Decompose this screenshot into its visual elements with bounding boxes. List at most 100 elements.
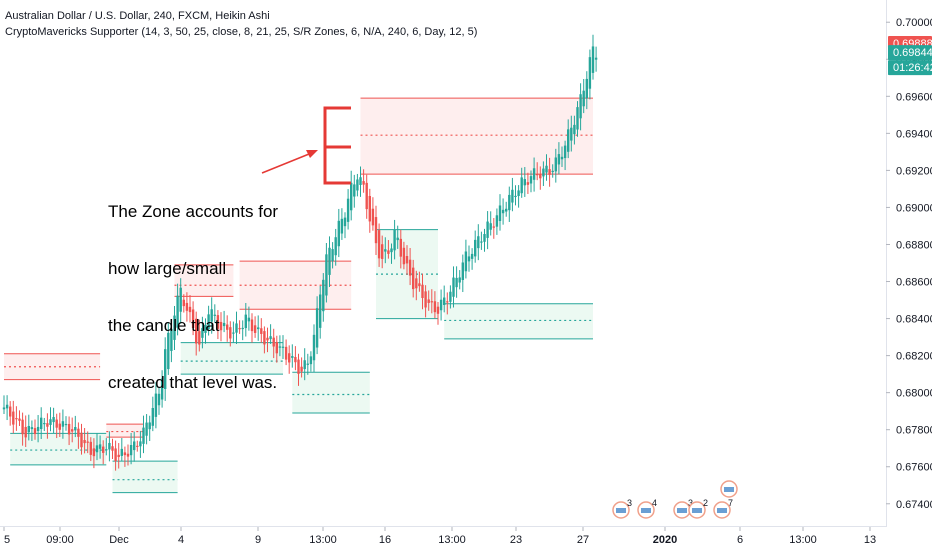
candle-body xyxy=(222,322,226,327)
last-price-tag: 0.69844 xyxy=(893,47,932,59)
event-badge[interactable]: 3 xyxy=(612,498,632,519)
candle-body xyxy=(108,442,111,450)
candle-body xyxy=(89,441,92,455)
candle-body xyxy=(390,248,393,253)
event-badge[interactable]: 7 xyxy=(713,498,733,519)
candle-body xyxy=(312,334,316,361)
candle-body xyxy=(297,359,300,374)
symbol-title[interactable]: Australian Dollar / U.S. Dollar, 240, FX… xyxy=(5,10,270,22)
candle-body xyxy=(74,427,77,431)
candle-body xyxy=(582,90,585,107)
candle-body xyxy=(67,423,71,435)
candle-body xyxy=(368,195,371,222)
price-tick-label: 0.67600 xyxy=(896,462,932,474)
candle-body xyxy=(232,332,235,334)
candle-body xyxy=(356,179,359,191)
event-badge[interactable]: 2 xyxy=(688,498,708,519)
candle-body xyxy=(49,419,52,425)
candle-body xyxy=(563,145,567,159)
candle-body xyxy=(52,417,55,423)
candle-body xyxy=(269,336,272,340)
candle-body xyxy=(160,378,164,400)
event-badge[interactable]: 3 xyxy=(673,498,693,519)
candle-body xyxy=(61,421,65,427)
candle-body xyxy=(201,328,204,338)
candle-body xyxy=(328,247,331,275)
candle-body xyxy=(195,318,198,344)
price-tick-label: 0.68000 xyxy=(896,388,932,400)
event-flag-icon xyxy=(724,487,734,492)
candle-body xyxy=(461,262,464,280)
candle-body xyxy=(129,445,133,456)
event-flag-icon xyxy=(641,508,651,513)
candle-body xyxy=(591,46,595,73)
event-badge[interactable]: 4 xyxy=(637,498,657,519)
candle-body xyxy=(346,198,350,222)
candle-body xyxy=(278,346,282,348)
candle-body xyxy=(185,302,189,311)
candle-body xyxy=(325,254,328,296)
time-tick-label: 4 xyxy=(178,534,184,546)
candle-body xyxy=(219,321,223,331)
candle-body xyxy=(474,239,477,257)
candle-body xyxy=(260,328,263,334)
candle-body xyxy=(126,453,130,457)
resistance-zone xyxy=(360,98,593,175)
candle-body xyxy=(371,208,375,226)
price-tick-label: 0.68800 xyxy=(896,239,932,251)
event-flag-icon xyxy=(692,508,702,513)
candle-body xyxy=(430,301,433,303)
candle-body xyxy=(377,230,381,259)
candles xyxy=(2,34,598,471)
indicator-legend[interactable]: CryptoMavericks Supporter (14, 3, 50, 25… xyxy=(5,26,478,38)
candle-body xyxy=(511,189,514,203)
candle-body xyxy=(489,223,492,230)
candle-body xyxy=(294,356,297,363)
candle-body xyxy=(573,124,576,135)
candle-body xyxy=(439,299,443,311)
candle-body xyxy=(71,429,74,432)
candle-body xyxy=(405,256,409,264)
candle-body xyxy=(15,418,18,420)
candle-body xyxy=(402,247,406,265)
candle-body xyxy=(266,337,269,341)
time-tick-label: Dec xyxy=(109,534,129,546)
candle-body xyxy=(548,169,551,175)
price-tick-label: 0.68400 xyxy=(896,314,932,326)
candle-body xyxy=(520,177,523,194)
price-tick-label: 0.67400 xyxy=(896,499,932,511)
candle-body xyxy=(80,432,83,448)
candle-body xyxy=(458,277,461,283)
candle-body xyxy=(102,446,105,453)
candle-body xyxy=(319,294,322,328)
event-badge-stacked xyxy=(720,480,738,498)
last-price-tag-bg xyxy=(888,45,932,61)
candle-body xyxy=(554,157,557,172)
candle-body xyxy=(315,308,319,348)
candle-body xyxy=(288,353,291,363)
annotation-line: how large/small xyxy=(108,259,227,278)
candle-body xyxy=(247,317,251,322)
event-flag-icon xyxy=(717,508,727,513)
candle-body xyxy=(306,363,309,365)
candle-body xyxy=(514,195,517,198)
candle-body xyxy=(424,291,427,308)
candle-body xyxy=(418,283,421,287)
time-tick-label: 13:00 xyxy=(438,534,466,546)
time-axis[interactable]: 5 09:00 Dec 4 9 13:00 16 13:00 23 27 2020 6 13:00 13 xyxy=(3,527,876,546)
candle-body xyxy=(557,154,561,165)
time-tick-label: 5 xyxy=(4,534,10,546)
time-tick-label: 13:00 xyxy=(789,534,817,546)
candle-body xyxy=(508,194,511,211)
candle-body xyxy=(55,419,58,428)
candle-body xyxy=(480,241,483,243)
candle-body xyxy=(12,411,15,425)
candle-body xyxy=(393,229,396,251)
candle-body xyxy=(433,301,437,313)
event-badge-count: 3 xyxy=(627,498,632,508)
candle-body xyxy=(207,314,210,329)
candle-body xyxy=(536,174,539,176)
